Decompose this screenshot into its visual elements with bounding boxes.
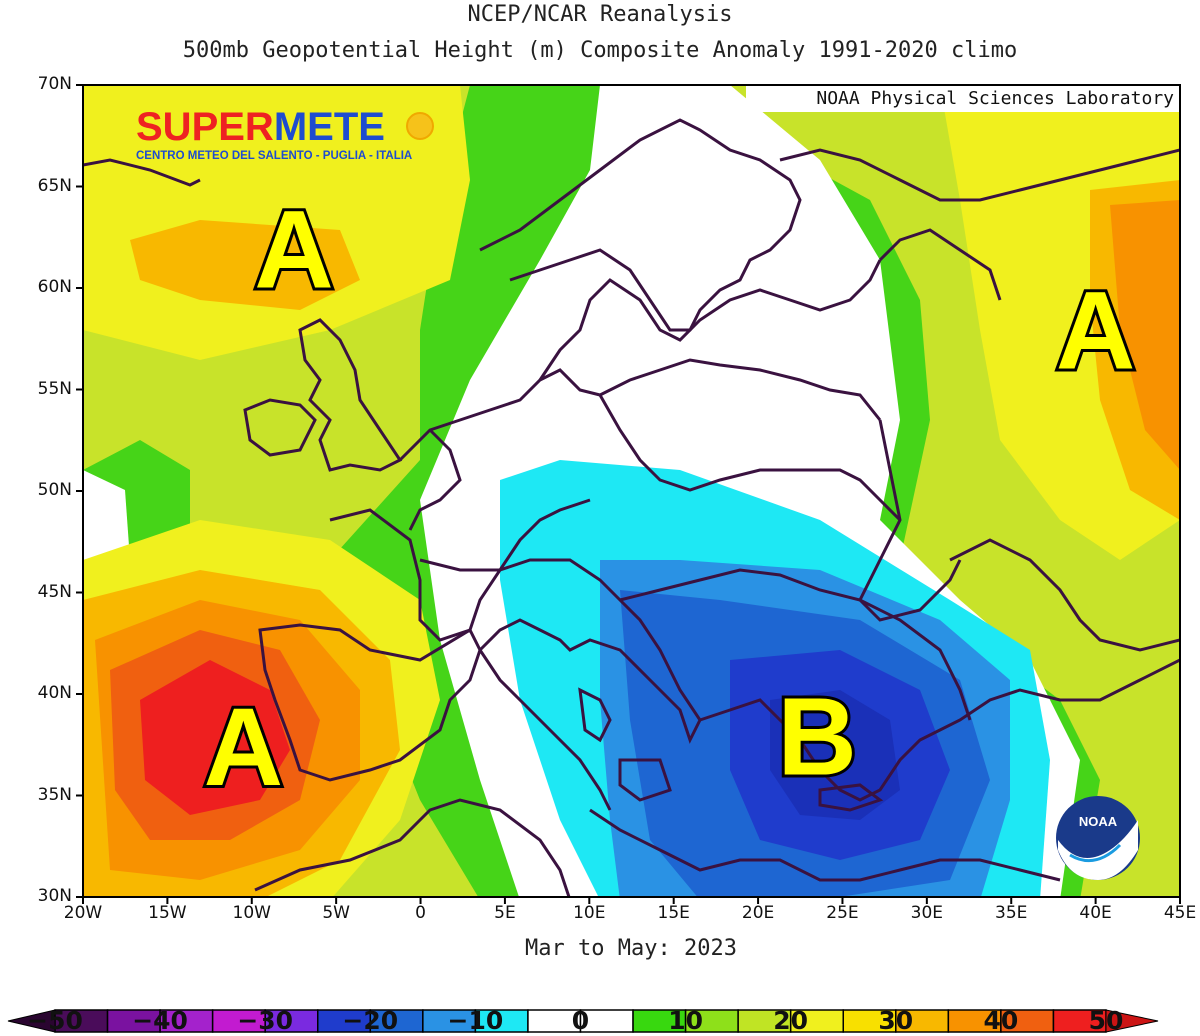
coastlines — [83, 118, 1180, 897]
colorbar-label: 30 — [878, 1006, 914, 1035]
lat-label: 60N — [37, 277, 72, 297]
lon-label: 30E — [910, 903, 944, 923]
title-line-1: NCEP/NCAR Reanalysis — [467, 2, 733, 27]
logo-tagline: CENTRO METEO DEL SALENTO - PUGLIA - ITAL… — [136, 150, 412, 162]
sun-icon — [406, 112, 434, 140]
supermeteo-logo: SUPERMETE CENTRO METEO DEL SALENTO - PUG… — [136, 105, 434, 162]
lat-label: 50N — [37, 480, 72, 500]
lon-label: 15W — [148, 903, 187, 923]
axis-ticks — [76, 84, 1181, 904]
lon-label: 5W — [322, 903, 350, 923]
lat-label: 45N — [37, 581, 72, 602]
title-line-2: 500mb Geopotential Height (m) Composite … — [182, 38, 1018, 63]
colorbar-label: 40 — [983, 1006, 1019, 1035]
lon-label: 0 — [415, 903, 426, 923]
lon-label: 45E — [1163, 903, 1197, 923]
credit-box — [746, 86, 1179, 112]
svg-text:SUPERMETE: SUPERMETE — [136, 105, 385, 149]
lat-label: 55N — [37, 378, 72, 399]
high-pressure-label: A — [254, 188, 333, 311]
lon-label: 15E — [657, 903, 690, 923]
noaa-logo-text: NOAA — [1079, 814, 1118, 829]
lon-label: 5E — [494, 903, 516, 923]
lat-label: 70N — [37, 74, 72, 94]
lat-label: 65N — [37, 175, 72, 196]
lon-label: 20W — [63, 903, 103, 923]
noaa-logo: NOAA — [1056, 796, 1140, 880]
colorbar-label: 50 — [1088, 1006, 1124, 1035]
colorbar-label: −30 — [237, 1006, 294, 1035]
colorbar-label: 10 — [668, 1006, 703, 1035]
credit-text: NOAA Physical Sciences Laboratory — [816, 88, 1174, 109]
logo-brand-part2: METE — [274, 105, 385, 149]
lon-label: 40E — [1079, 903, 1112, 923]
logo-brand-part1: SUPER — [136, 105, 274, 149]
low-pressure-label: B — [777, 676, 856, 799]
lat-label: 30N — [37, 886, 72, 906]
colorbar-min-arrow — [7, 1009, 56, 1033]
colorbar-label: 20 — [773, 1006, 809, 1035]
lon-label: 35E — [995, 903, 1028, 923]
colorbar-label: −20 — [342, 1006, 399, 1035]
lon-label: 10E — [573, 903, 606, 923]
lat-label: 35N — [37, 784, 72, 805]
colorbar-label: −40 — [132, 1006, 188, 1035]
high-pressure-label: A — [1056, 270, 1135, 393]
period-label: Mar to May: 2023 — [525, 936, 737, 961]
colorbar-label: −50 — [27, 1006, 83, 1035]
lat-label: 40N — [37, 683, 72, 703]
pressure-centers: A A A B — [201, 185, 1139, 811]
high-pressure-label: A — [204, 686, 283, 809]
colorbar-label: 0 — [571, 1006, 590, 1035]
lon-label: 20E — [741, 903, 775, 923]
colorbar-label: −10 — [447, 1006, 504, 1035]
colorbar-max-arrow — [1105, 1009, 1159, 1033]
lon-label: 25E — [826, 903, 859, 923]
lon-label: 10W — [232, 903, 271, 923]
